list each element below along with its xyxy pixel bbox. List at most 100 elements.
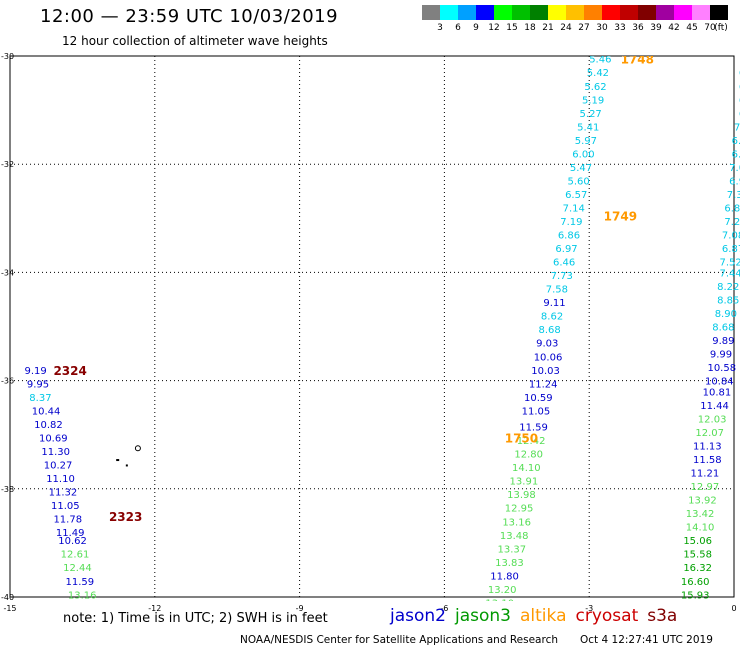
wave-height-value: 10.69 (39, 433, 68, 444)
colorbar-label: 45 (686, 23, 698, 33)
colorbar-label: 42 (668, 23, 680, 33)
wave-height-value: 7.58 (546, 285, 568, 296)
colorbar-label: 21 (542, 23, 554, 33)
wave-height-value: 11.13 (693, 442, 722, 453)
wave-height-value: 13.92 (688, 496, 717, 507)
colorbar-label: 15 (506, 23, 518, 33)
wave-height-value: 13.37 (497, 544, 526, 555)
colorbar-label: 24 (560, 23, 572, 33)
wave-height-value: 9.95 (27, 379, 49, 390)
wave-height-value: 12.03 (698, 414, 727, 425)
colorbar-swatch (602, 5, 620, 20)
pass-time-label: 2324 (53, 364, 86, 378)
wave-height-value: 5.46 (589, 55, 611, 66)
wave-height-value: 9.19 (24, 366, 46, 377)
wave-height-value: 13.83 (495, 558, 524, 569)
wave-height-value: 11.24 (529, 379, 558, 390)
wave-height-value: 12.80 (514, 450, 543, 461)
colorbar-swatch (422, 5, 440, 20)
wave-height-value: 6.00 (572, 149, 594, 160)
wave-height-value: 14.10 (686, 523, 715, 534)
wave-height-value: 6.9 (729, 176, 740, 187)
colorbar-label: 33 (614, 23, 626, 33)
wave-height-value: 11.78 (53, 515, 82, 526)
satellite-legend-item: jason2 (390, 606, 446, 626)
wave-height-value: 11.80 (490, 571, 519, 582)
satellite-legend-item: cryosat (575, 606, 639, 626)
wave-height-value: 15.06 (683, 536, 712, 547)
wave-height-value: 7.22 (724, 217, 740, 228)
wave-height-value: 11.59 (66, 577, 95, 588)
wave-height-value: 11.05 (51, 501, 80, 512)
generated-timestamp: Oct 4 12:27:41 UTC 2019 (580, 634, 713, 646)
footnote: note: 1) Time is in UTC; 2) SWH is in fe… (63, 611, 328, 626)
wave-height-value: 7.73 (551, 271, 573, 282)
wave-height-value: 9.89 (712, 336, 734, 347)
pass-time-label: 1750 (505, 431, 538, 445)
wave-height-value: 10.81 (703, 387, 732, 398)
pass-time-label: 1749 (604, 210, 637, 224)
wave-height-value: 10.44 (32, 406, 61, 417)
island-marker (134, 445, 141, 452)
chart-title: 12:00 — 23:59 UTC 10/03/2019 (40, 6, 339, 27)
x-tick-label: -6 (440, 604, 448, 613)
colorbar-swatch (638, 5, 656, 20)
wave-height-value: 10.03 (531, 366, 560, 377)
colorbar-swatch (512, 5, 530, 20)
wave-height-value: 14.10 (512, 463, 541, 474)
x-tick-label: -12 (148, 604, 161, 613)
wave-height-value: 13.42 (686, 509, 715, 520)
wave-height-value: 11.58 (693, 455, 722, 466)
wave-height-value: 8.22 (717, 282, 739, 293)
wave-height-value: 11.21 (691, 469, 720, 480)
wave-height-value: 15.58 (683, 550, 712, 561)
wave-height-value: 16.32 (683, 563, 712, 574)
wave-height-value: 6 (739, 109, 740, 120)
wave-height-value: 13.10 (485, 598, 514, 609)
y-tick-label: -40 (1, 593, 14, 602)
wave-height-value: 12.97 (691, 482, 720, 493)
wave-height-value: 9.11 (543, 298, 565, 309)
wave-height-value: 11.05 (522, 406, 551, 417)
wave-height-value: 10.84 (705, 377, 734, 388)
wave-height-value: 7.14 (563, 203, 585, 214)
wave-height-value: 7.44 (720, 268, 740, 279)
wave-height-value: 10.82 (34, 420, 63, 431)
colorbar-swatch (548, 5, 566, 20)
wave-height-value: 16.60 (681, 577, 710, 588)
wave-height-value: 10.58 (707, 363, 736, 374)
wave-height-value: 8.68 (712, 323, 734, 334)
island-marker (116, 459, 120, 462)
colorbar-swatch (494, 5, 512, 20)
x-tick-label: 0 (731, 604, 736, 613)
wave-height-value: 15.93 (681, 590, 710, 601)
wave-height-value: 8.62 (541, 312, 563, 323)
wave-height-value: 6.2 (732, 149, 740, 160)
wave-height-value: 9.99 (710, 350, 732, 361)
y-tick-label: -38 (1, 485, 14, 494)
wave-height-value: 5.60 (567, 176, 589, 187)
wave-height-value: 8.37 (29, 393, 51, 404)
pass-time-label: 2323 (109, 510, 142, 524)
y-tick-label: -32 (1, 160, 14, 169)
colorbar-label: 39 (650, 23, 662, 33)
wave-height-value: 5.41 (577, 122, 599, 133)
wave-height-value: 6 (739, 82, 740, 93)
colorbar-swatch (566, 5, 584, 20)
y-tick-label: -34 (1, 268, 14, 277)
colorbar-label: 30 (596, 23, 608, 33)
wave-height-value: 5.97 (575, 136, 597, 147)
colorbar-unit: (ft) (714, 23, 728, 33)
colorbar-swatch (530, 5, 548, 20)
wave-height-value: 12.42 (517, 436, 546, 447)
wave-height-value: 13.98 (507, 490, 536, 501)
wave-height-value: 11.49 (56, 528, 85, 539)
wave-height-value: 11.10 (46, 474, 75, 485)
satellite-legend-item: altika (520, 606, 567, 626)
wave-height-value: 5.62 (584, 82, 606, 93)
colorbar-label: 36 (632, 23, 644, 33)
pass-time-label: 1748 (621, 53, 654, 67)
chart-subtitle: 12 hour collection of altimeter wave hei… (62, 34, 328, 48)
wave-height-value: 12.07 (695, 428, 724, 439)
wave-height-value: 12.95 (505, 504, 534, 515)
